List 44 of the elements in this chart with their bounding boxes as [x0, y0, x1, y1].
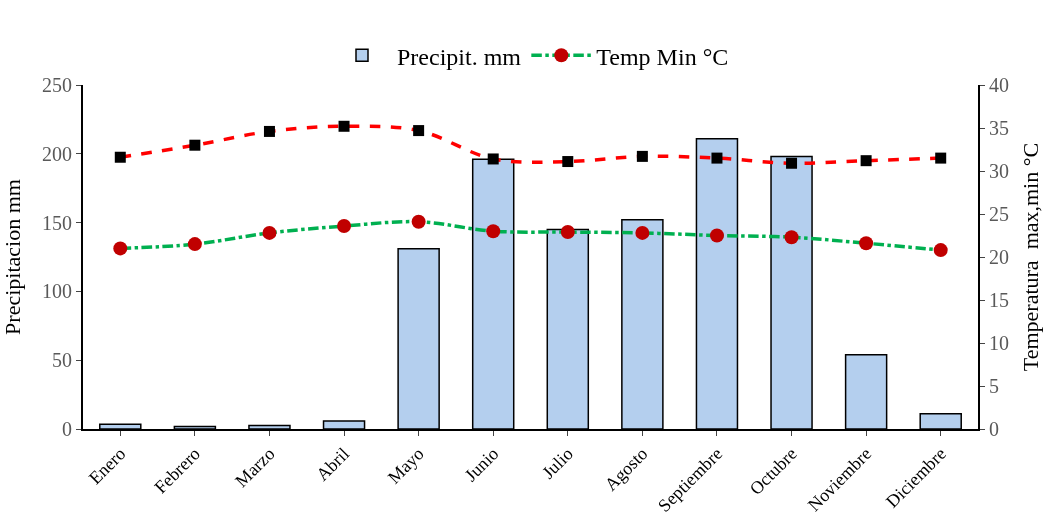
point	[784, 230, 799, 245]
point	[263, 125, 275, 137]
point	[487, 153, 499, 165]
y2-tick-label: 25	[989, 203, 1009, 225]
y-tick-label: 100	[42, 280, 72, 303]
point	[337, 219, 352, 234]
y2-tick-label: 40	[989, 74, 1009, 96]
point	[413, 125, 425, 137]
point	[859, 236, 874, 251]
point	[114, 151, 126, 163]
legend-label: Precipit. mm	[397, 43, 522, 70]
y-axis-title: Precipitacion mm	[0, 179, 26, 335]
y-tick-label: 50	[52, 349, 72, 372]
y2-tick-label: 30	[989, 160, 1009, 182]
point	[709, 228, 724, 243]
point	[411, 214, 426, 229]
y2-tick-label: 35	[989, 117, 1009, 139]
legend-label: Temp Min °C	[596, 43, 729, 70]
y2-tick-label: 10	[989, 332, 1009, 354]
y2-axis-title: Temperatura max,min °C	[1018, 142, 1044, 372]
point	[113, 241, 128, 256]
y-tick-label: 0	[62, 418, 72, 440]
point	[187, 237, 202, 252]
y2-tick-label: 20	[989, 246, 1009, 268]
y2-tick-label: 15	[989, 289, 1009, 311]
point	[635, 225, 650, 240]
point	[338, 120, 350, 132]
point	[562, 156, 574, 168]
point	[935, 152, 947, 164]
point	[933, 243, 948, 258]
point	[262, 225, 277, 240]
point	[860, 155, 872, 167]
y-tick-label: 150	[42, 211, 72, 234]
y-tick-label: 200	[42, 142, 72, 165]
point	[189, 139, 201, 151]
point	[560, 225, 575, 240]
point	[636, 150, 648, 162]
y2-tick-label: 5	[989, 375, 999, 397]
y-tick-label: 250	[42, 74, 72, 96]
point	[711, 152, 723, 164]
point	[486, 224, 501, 239]
y2-tick-label: 0	[989, 418, 999, 440]
point	[786, 157, 798, 169]
x-tick-label: Julio	[538, 443, 577, 483]
